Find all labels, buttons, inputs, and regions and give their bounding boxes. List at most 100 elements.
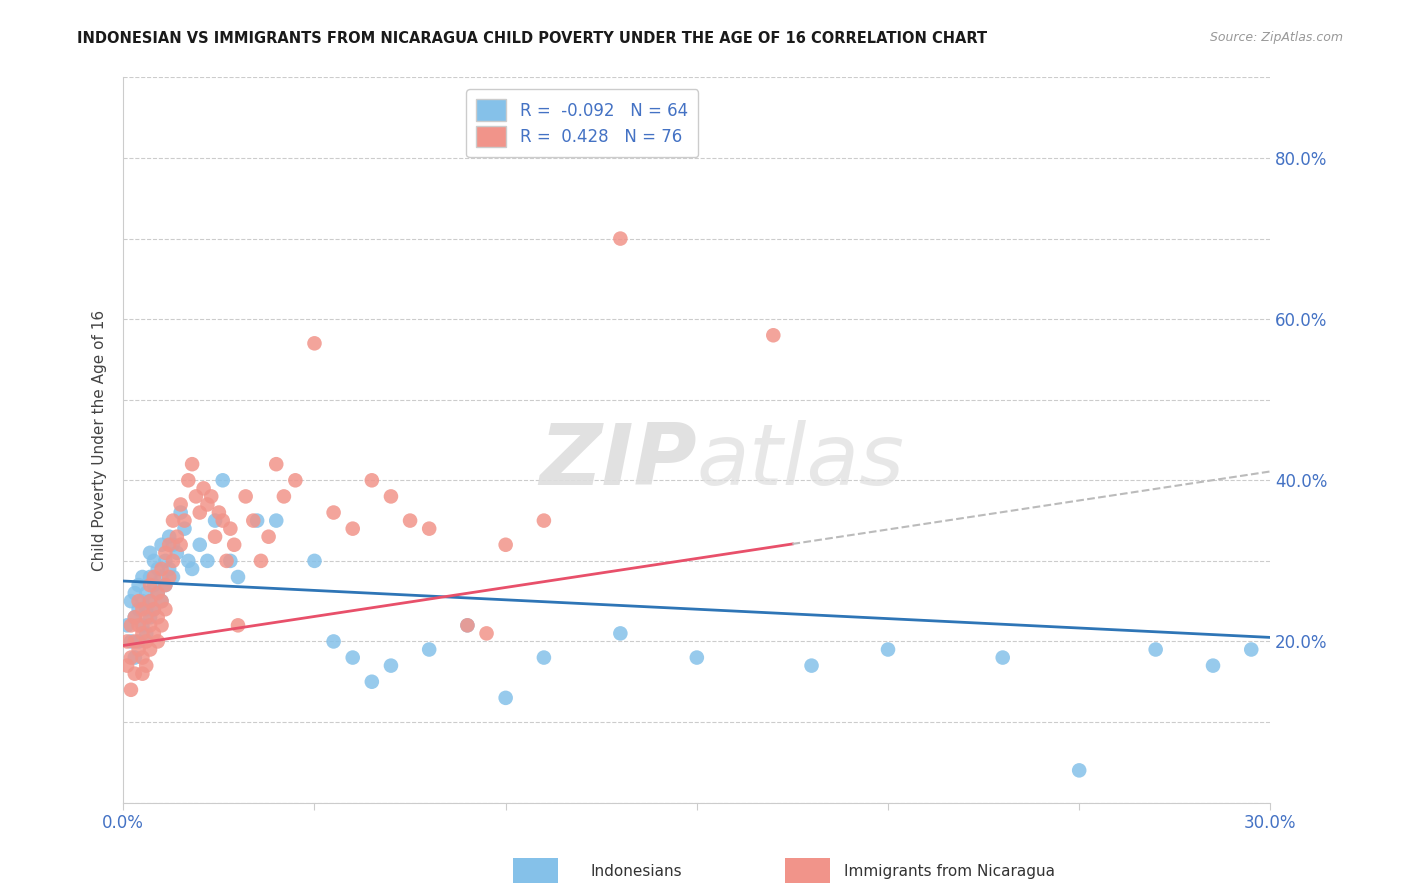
Point (115, 658, 138, 673)
Point (533, 514, 555, 528)
Point (162, 514, 184, 528)
Point (157, 570, 180, 584)
Point (219, 554, 242, 568)
Point (155, 602, 177, 616)
Point (157, 538, 180, 552)
Point (991, 650, 1014, 665)
Point (226, 570, 249, 584)
Point (139, 546, 162, 560)
Point (1144, 642, 1167, 657)
Point (142, 570, 165, 584)
Point (139, 594, 162, 608)
Point (609, 231, 631, 245)
Point (150, 594, 173, 608)
Point (120, 682, 142, 697)
Point (173, 514, 195, 528)
Point (166, 546, 188, 560)
Point (142, 554, 165, 568)
Point (135, 610, 157, 624)
Text: INDONESIAN VS IMMIGRANTS FROM NICARAGUA CHILD POVERTY UNDER THE AGE OF 16 CORREL: INDONESIAN VS IMMIGRANTS FROM NICARAGUA … (77, 31, 987, 46)
Point (142, 602, 165, 616)
Point (157, 562, 180, 576)
Point (380, 490, 402, 504)
Point (456, 618, 478, 632)
Point (219, 522, 242, 536)
Point (128, 594, 150, 608)
Point (124, 650, 146, 665)
Point (264, 457, 287, 471)
Text: Immigrants from Nicaragua: Immigrants from Nicaragua (844, 864, 1054, 879)
Point (495, 538, 517, 552)
Point (184, 490, 207, 504)
Point (155, 578, 177, 592)
Point (877, 642, 900, 657)
Point (609, 626, 631, 640)
Point (128, 634, 150, 648)
Point (197, 498, 219, 512)
Point (1240, 642, 1263, 657)
Point (224, 538, 246, 552)
Point (169, 498, 191, 512)
Point (131, 618, 153, 632)
Point (128, 578, 150, 592)
Point (166, 530, 188, 544)
Point (150, 562, 173, 576)
Point (1202, 658, 1225, 673)
Point (146, 586, 169, 600)
Point (208, 506, 231, 520)
Text: Source: ZipAtlas.com: Source: ZipAtlas.com (1209, 31, 1343, 45)
Point (128, 618, 150, 632)
Point (131, 650, 153, 665)
Point (1069, 764, 1091, 778)
Point (342, 522, 364, 536)
Point (211, 514, 233, 528)
Point (800, 658, 823, 673)
Point (322, 506, 344, 520)
Point (173, 522, 195, 536)
Point (139, 594, 162, 608)
Point (533, 650, 555, 665)
Point (115, 634, 138, 648)
Point (128, 642, 150, 657)
Point (146, 562, 169, 576)
Point (686, 650, 709, 665)
Point (193, 481, 215, 495)
Point (135, 586, 157, 600)
Point (131, 602, 153, 616)
Point (128, 602, 150, 616)
Point (762, 328, 785, 343)
Point (200, 490, 222, 504)
Point (304, 336, 326, 351)
Point (131, 666, 153, 681)
Point (124, 666, 146, 681)
Point (456, 618, 478, 632)
Point (284, 473, 307, 487)
Point (150, 618, 173, 632)
Point (131, 570, 153, 584)
Point (120, 618, 142, 632)
Point (177, 554, 200, 568)
Point (139, 578, 162, 592)
Point (226, 618, 249, 632)
Point (131, 626, 153, 640)
Point (135, 626, 157, 640)
Point (150, 570, 173, 584)
Point (135, 658, 157, 673)
Point (181, 457, 204, 471)
Point (155, 554, 177, 568)
Point (418, 642, 440, 657)
Point (120, 650, 142, 665)
Point (150, 538, 173, 552)
Point (204, 530, 226, 544)
Point (360, 674, 382, 689)
Point (124, 610, 146, 624)
Point (131, 594, 153, 608)
Point (181, 562, 204, 576)
Point (142, 578, 165, 592)
Point (124, 610, 146, 624)
Point (120, 634, 142, 648)
Point (150, 594, 173, 608)
Point (204, 514, 226, 528)
Point (257, 530, 280, 544)
Point (155, 546, 177, 560)
